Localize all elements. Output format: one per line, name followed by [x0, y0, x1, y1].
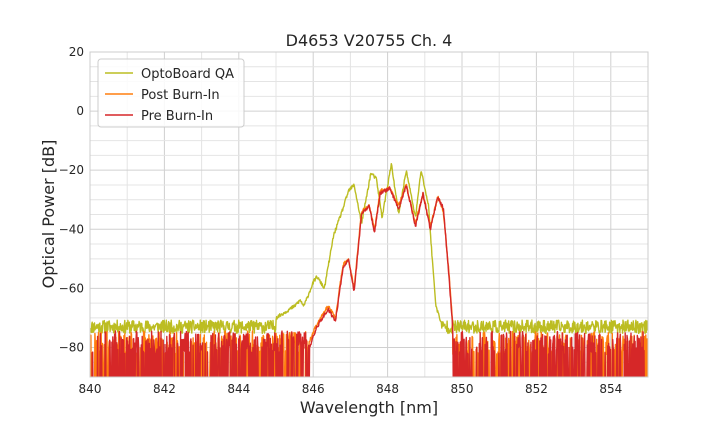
x-axis-label: Wavelength [nm]	[300, 398, 438, 417]
x-tick-labels: 840 842 844 846 848 850 852 854	[79, 382, 623, 396]
series-line-optoboard-qa	[90, 163, 648, 335]
y-tick-label: −40	[59, 222, 84, 236]
y-tick-label: 20	[69, 45, 84, 59]
x-tick-label: 840	[79, 382, 102, 396]
x-tick-label: 842	[153, 382, 176, 396]
chart-title: D4653 V20755 Ch. 4	[286, 31, 453, 50]
series-line-pre-burn-in	[91, 185, 645, 377]
series-layer	[90, 163, 648, 377]
x-tick-label: 850	[451, 382, 474, 396]
plot-frame	[89, 51, 649, 378]
y-axis-label: Optical Power [dB]	[39, 140, 58, 289]
legend-label: OptoBoard QA	[141, 67, 234, 82]
legend: OptoBoard QA Post Burn-In Pre Burn-In	[97, 58, 245, 128]
x-tick-label: 846	[302, 382, 325, 396]
y-tick-label: 0	[76, 104, 84, 118]
y-tick-label: −60	[59, 281, 84, 295]
x-tick-label: 854	[599, 382, 622, 396]
y-tick-labels: 20 0 −20 −40 −60 −80	[59, 45, 84, 354]
legend-label: Post Burn-In	[141, 88, 220, 103]
x-tick-label: 848	[376, 382, 399, 396]
x-tick-label: 844	[227, 382, 250, 396]
legend-box	[97, 58, 245, 128]
x-tick-label: 852	[525, 382, 548, 396]
y-tick-label: −20	[59, 163, 84, 177]
legend-label: Pre Burn-In	[141, 109, 213, 124]
y-tick-label: −80	[59, 340, 84, 354]
